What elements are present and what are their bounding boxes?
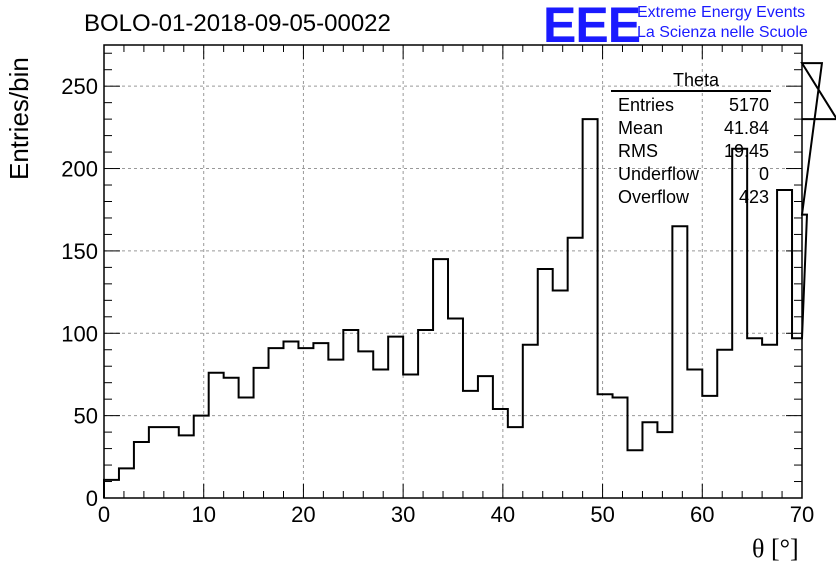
histogram-bin (298, 348, 313, 498)
stats-row: Underflow 0 (611, 163, 771, 186)
histogram-bin (149, 427, 164, 498)
histogram-bin (672, 226, 687, 498)
x-tick-label: 10 (191, 502, 215, 527)
logo-line-2: La Scienza nelle Scuole (637, 24, 808, 41)
histogram-bin (448, 318, 463, 498)
histogram-bin (388, 337, 403, 498)
stats-value: 0 (758, 164, 769, 184)
histogram-bin (418, 330, 433, 498)
plot-frame (103, 44, 803, 499)
histogram-bin (313, 343, 328, 498)
x-tick-label: 0 (98, 502, 110, 527)
y-tick-label: 200 (61, 157, 98, 182)
y-tick-label: 250 (61, 74, 98, 99)
y-tick-label: 150 (61, 239, 98, 264)
histogram-bin (508, 427, 523, 498)
histogram-bin (269, 348, 284, 498)
histogram-bin (194, 416, 209, 498)
histogram-bin (628, 450, 643, 498)
histogram-bin (523, 345, 538, 498)
histogram-bin (224, 378, 239, 498)
histogram-bin (553, 290, 568, 498)
histogram-bin (104, 480, 119, 498)
stats-label: RMS (618, 141, 658, 161)
histogram-bin (642, 422, 657, 498)
histogram-bin (613, 398, 628, 498)
stats-row: Entries 5170 (611, 94, 771, 117)
stats-value: 423 (738, 187, 769, 207)
x-tick-label: 30 (391, 502, 415, 527)
histogram-bin (373, 370, 388, 498)
stats-label: Mean (618, 118, 664, 138)
histogram-bin (179, 435, 194, 498)
histogram-line (103, 62, 836, 498)
histogram-bin (119, 468, 134, 498)
histogram-bin (403, 374, 418, 498)
histogram-bin (283, 342, 298, 498)
y-tick-label: 0 (86, 486, 98, 511)
y-tick-label: 100 (61, 321, 98, 346)
stats-value: 41.84 (723, 118, 769, 138)
histogram-bin (254, 368, 269, 498)
stats-label: Underflow (618, 164, 700, 184)
histogram-bin (164, 427, 179, 498)
histogram-bin (358, 351, 373, 498)
stats-value: 19.45 (723, 141, 769, 161)
histogram-bin (702, 396, 717, 498)
histogram-bin (747, 338, 762, 498)
x-tick-label: 60 (690, 502, 714, 527)
y-axis-label: Entries/bin (4, 57, 34, 180)
stats-box: Theta Entries 5170 Mean 41.84 RMS 19.45 … (611, 70, 771, 209)
x-tick-label: 50 (590, 502, 614, 527)
histogram-bin (538, 269, 553, 498)
stats-label: Entries (618, 95, 675, 115)
histogram-bin (134, 442, 149, 498)
histogram-bin (762, 345, 777, 498)
histogram-bin (239, 398, 254, 498)
histogram-title: BOLO-01-2018-09-05-00022 (84, 10, 391, 37)
x-axis-label: θ [°] (752, 534, 799, 563)
stats-value: 5170 (728, 95, 769, 115)
histogram-bin (598, 394, 613, 498)
histogram-bin (328, 360, 343, 498)
stats-title: Theta (611, 70, 771, 92)
stats-label: Overflow (618, 187, 690, 207)
histogram-bin (478, 376, 493, 498)
stats-row: Overflow 423 (611, 186, 771, 209)
stats-row: RMS 19.45 (611, 140, 771, 163)
histogram-bin (209, 373, 224, 498)
histogram-bin (657, 432, 672, 498)
x-tick-label: 20 (291, 502, 315, 527)
y-tick-label: 50 (74, 404, 98, 429)
histogram-bin (493, 409, 508, 498)
histogram-bin (568, 238, 583, 498)
histogram-bin (687, 370, 702, 498)
histogram-bin (777, 190, 792, 498)
histogram-bin (463, 391, 478, 498)
stats-row: Mean 41.84 (611, 117, 771, 140)
histogram-bin (343, 330, 358, 498)
histogram-bin (717, 350, 732, 498)
histogram-bin (583, 119, 598, 498)
logo-line-1: Extreme Energy Events (637, 4, 806, 21)
x-tick-label: 40 (491, 502, 515, 527)
histogram-bin (433, 259, 448, 498)
histogram-bin (792, 338, 802, 498)
x-tick-label: 70 (790, 502, 814, 527)
eee-logo: EEE (543, 0, 641, 53)
